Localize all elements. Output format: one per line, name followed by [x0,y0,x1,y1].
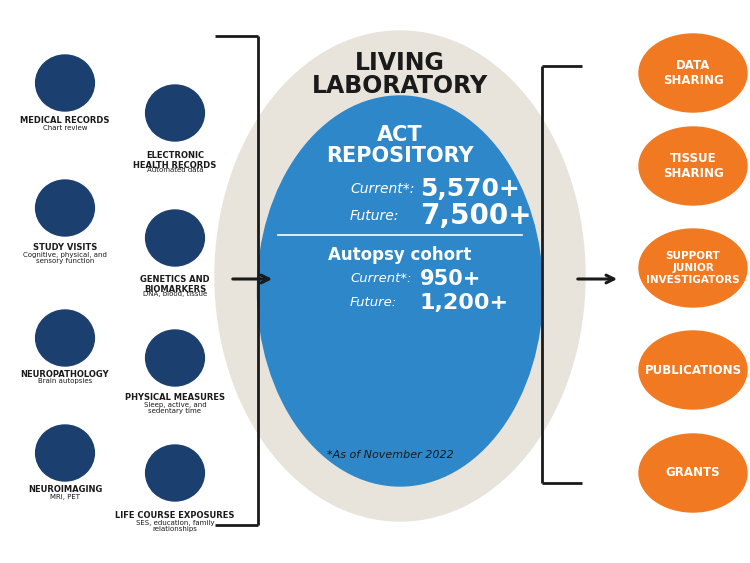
Text: DNA, blood, tissue: DNA, blood, tissue [142,291,207,297]
Text: GRANTS: GRANTS [666,467,720,480]
Ellipse shape [35,310,94,366]
Text: Autopsy cohort: Autopsy cohort [328,246,472,264]
Ellipse shape [639,434,747,512]
Text: 7,500+: 7,500+ [420,202,532,230]
Ellipse shape [639,331,747,409]
Text: NEUROIMAGING: NEUROIMAGING [28,485,102,494]
Text: TISSUE
SHARING: TISSUE SHARING [663,152,723,180]
Ellipse shape [257,96,542,486]
Text: DATA
SHARING: DATA SHARING [663,59,723,87]
Ellipse shape [639,34,747,112]
Text: Future:: Future: [350,297,398,310]
Text: PHYSICAL MEASURES: PHYSICAL MEASURES [125,393,225,402]
Text: 1,200+: 1,200+ [420,293,509,313]
Text: GENETICS AND
BIOMARKERS: GENETICS AND BIOMARKERS [140,275,210,294]
Text: STUDY VISITS: STUDY VISITS [33,243,98,252]
Ellipse shape [35,425,94,481]
Text: Brain autopsies: Brain autopsies [38,378,92,385]
Ellipse shape [146,85,205,141]
Text: Current*:: Current*: [350,182,414,196]
Ellipse shape [146,330,205,386]
Text: Current*:: Current*: [350,272,412,285]
Ellipse shape [639,229,747,307]
Ellipse shape [146,210,205,266]
Ellipse shape [35,180,94,236]
Ellipse shape [215,31,585,521]
Ellipse shape [639,127,747,205]
Text: ELECTRONIC
HEALTH RECORDS: ELECTRONIC HEALTH RECORDS [134,151,217,171]
Text: MEDICAL RECORDS: MEDICAL RECORDS [20,116,110,125]
Ellipse shape [35,55,94,111]
Text: LIFE COURSE EXPOSURES: LIFE COURSE EXPOSURES [116,511,235,520]
Text: 5,570+: 5,570+ [420,177,520,201]
Text: ACT: ACT [377,125,423,145]
Ellipse shape [146,445,205,501]
Text: Automated data: Automated data [147,167,203,173]
Text: Cognitive, physical, and
sensory function: Cognitive, physical, and sensory functio… [23,252,107,265]
Text: *As of November 2022: *As of November 2022 [327,450,453,460]
Text: SES, education, family
relationships: SES, education, family relationships [136,520,214,533]
Text: Future:: Future: [350,209,399,223]
Text: LIVING: LIVING [355,51,445,75]
Text: MRI, PET: MRI, PET [50,494,80,499]
Text: PUBLICATIONS: PUBLICATIONS [644,364,742,377]
Text: LABORATORY: LABORATORY [312,74,488,98]
Text: Sleep, active, and
sedentary time: Sleep, active, and sedentary time [144,401,206,414]
Text: REPOSITORY: REPOSITORY [326,146,474,166]
Text: 950+: 950+ [420,269,482,289]
Text: NEUROPATHOLOGY: NEUROPATHOLOGY [21,370,110,379]
Text: Chart review: Chart review [43,124,87,131]
Text: SUPPORT
JUNIOR
INVESTIGATORS: SUPPORT JUNIOR INVESTIGATORS [646,251,740,285]
